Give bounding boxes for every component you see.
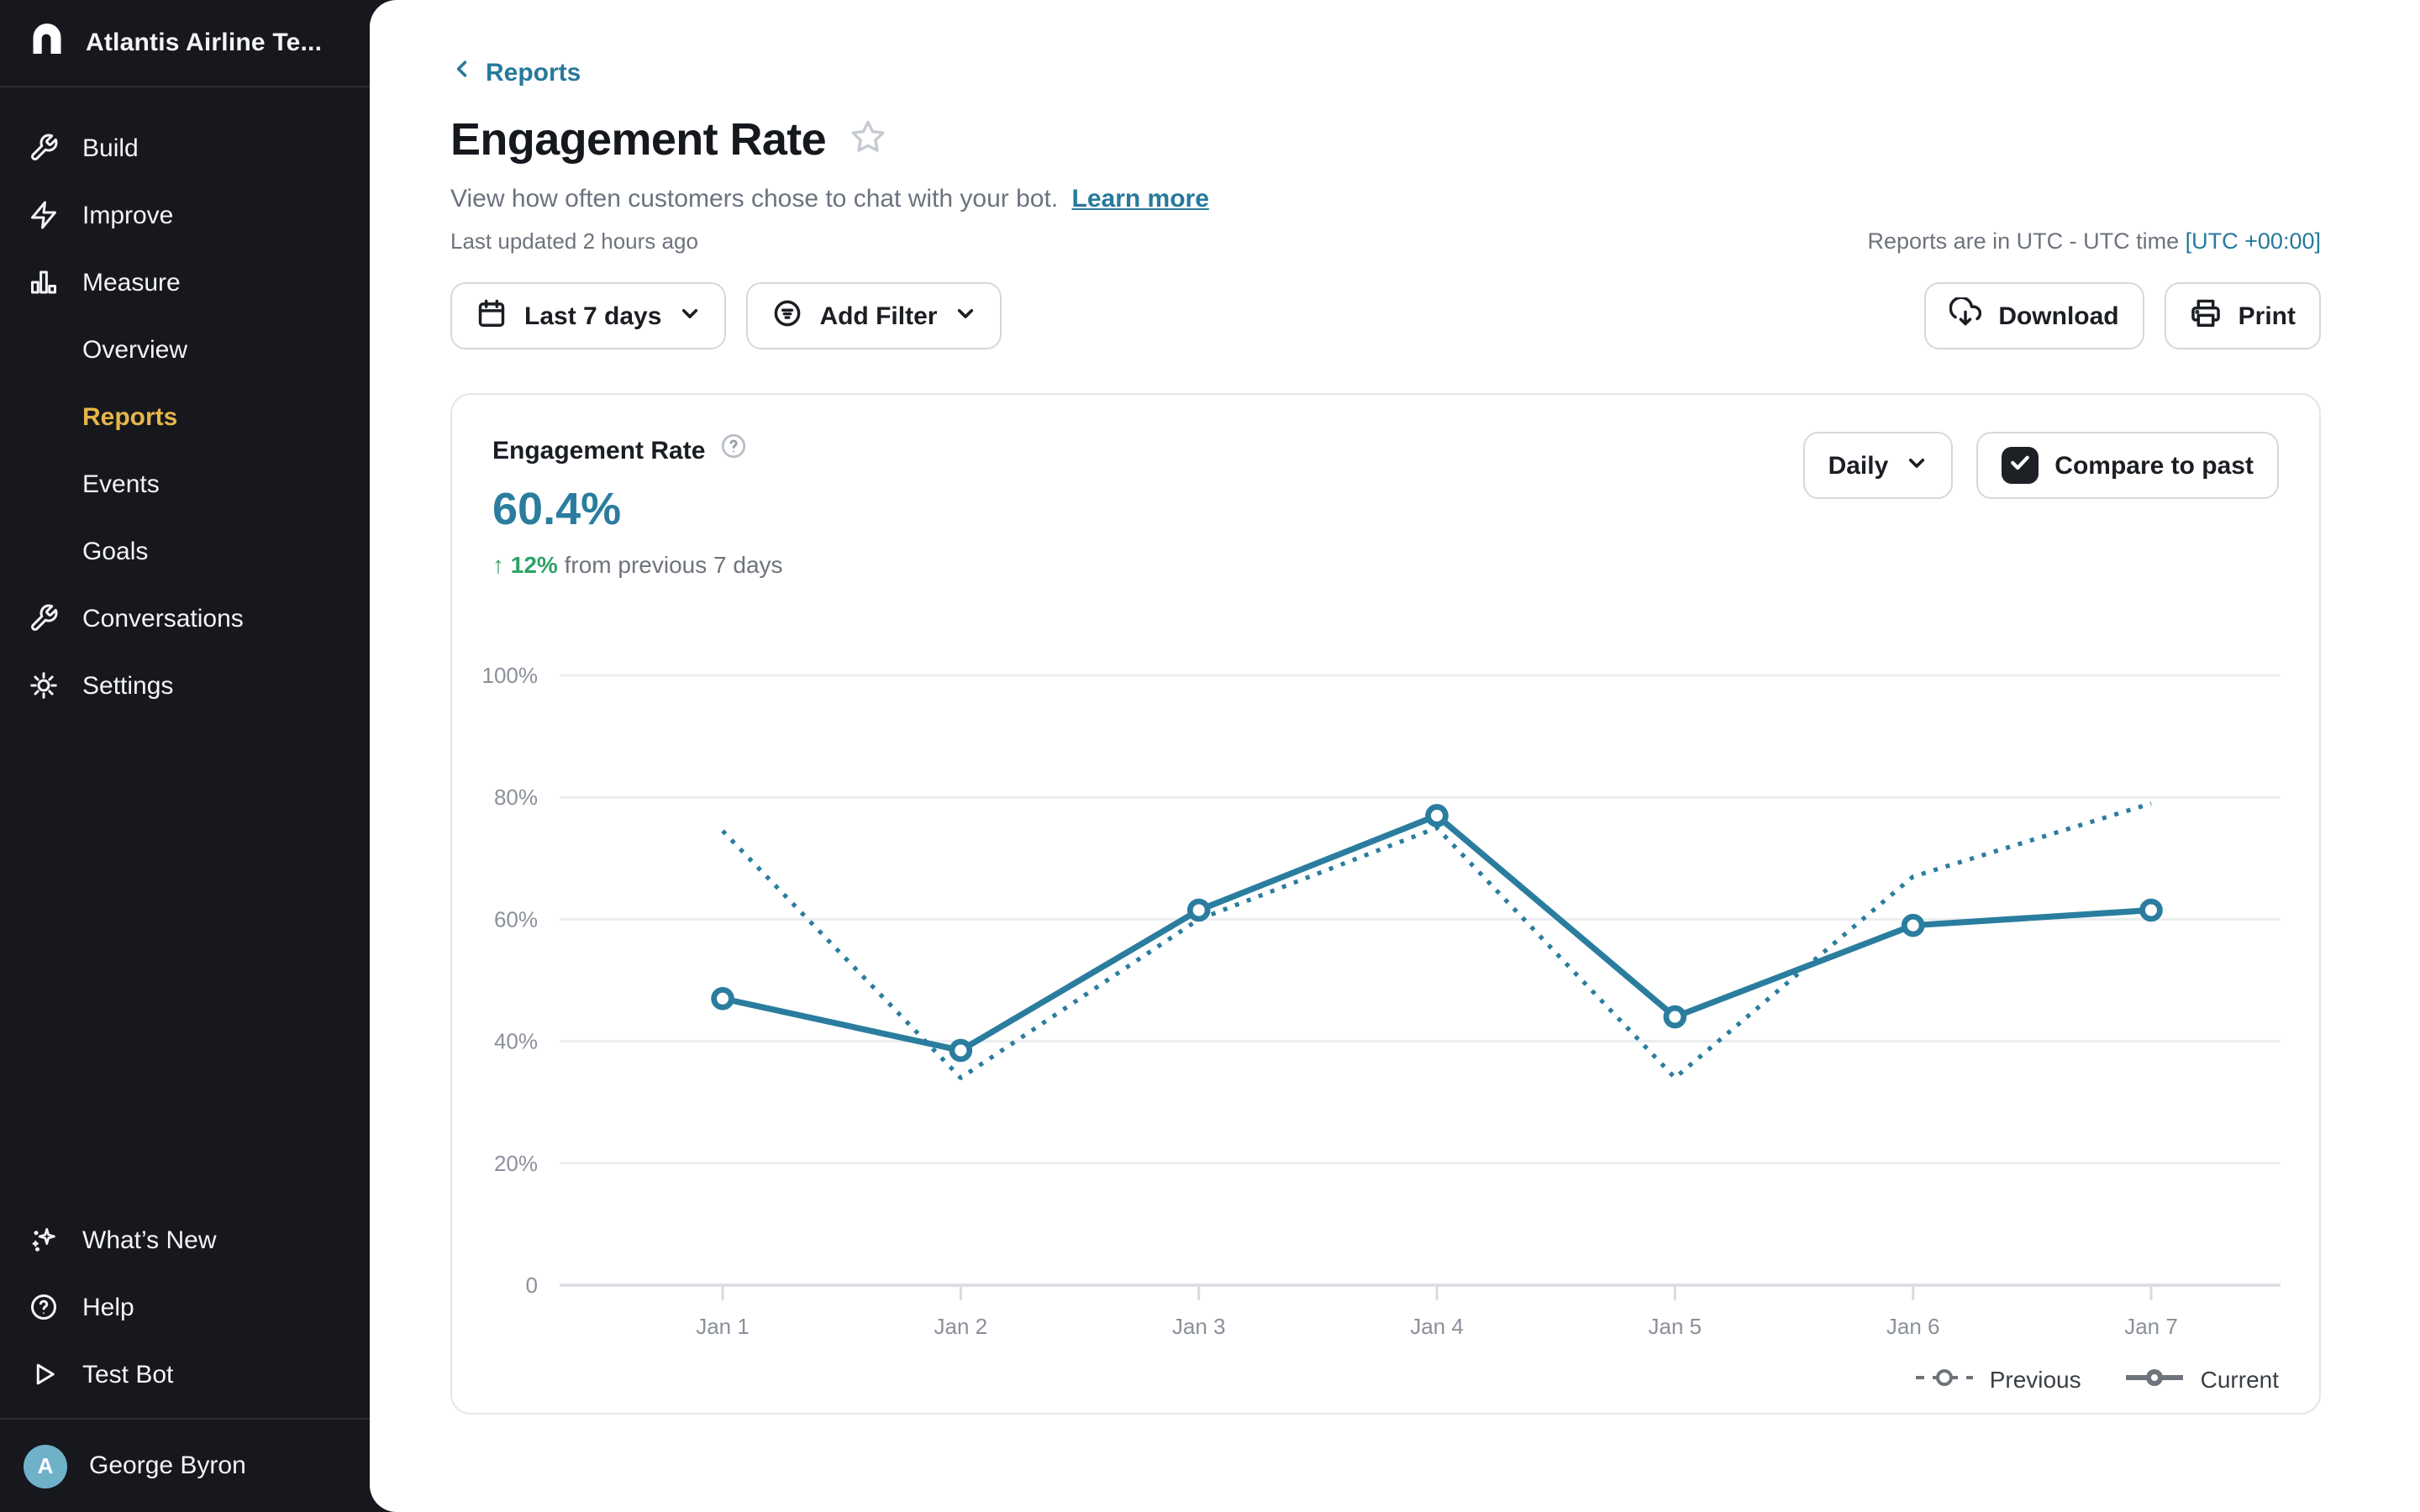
wrench-icon xyxy=(27,131,60,165)
svg-text:0: 0 xyxy=(526,1273,538,1298)
compare-checkbox[interactable] xyxy=(2001,447,2039,484)
sidebar-item-whats-new[interactable]: What’s New xyxy=(0,1206,370,1273)
sidebar-item-label: Conversations xyxy=(82,604,244,633)
favorite-star-icon[interactable] xyxy=(848,117,886,164)
chart-legend: Previous Current xyxy=(1914,1366,2279,1393)
page-title: Engagement Rate xyxy=(450,114,827,165)
add-filter-button[interactable]: Add Filter xyxy=(745,282,1002,349)
sidebar-item-test-bot[interactable]: Test Bot xyxy=(0,1341,370,1408)
sidebar-item-label: Settings xyxy=(82,671,174,700)
workspace-name: Atlantis Airline Te... xyxy=(86,29,323,57)
chevron-left-icon xyxy=(450,57,474,87)
back-to-reports-link[interactable]: Reports xyxy=(450,57,581,87)
sidebar-item-label: Reports xyxy=(82,402,178,431)
sidebar-item-label: Improve xyxy=(82,201,174,229)
sidebar-item-conversations[interactable]: Conversations xyxy=(0,585,370,652)
main-panel: Reports Engagement Rate View how often c… xyxy=(370,0,2420,1512)
solid-line-marker-icon xyxy=(2125,1366,2186,1393)
metric-delta: ↑ 12% from previous 7 days xyxy=(492,551,783,578)
user-menu[interactable]: A George Byron xyxy=(0,1418,370,1512)
compare-to-past-toggle[interactable]: Compare to past xyxy=(1975,432,2279,499)
engagement-chart: 100% 80% 60% 40% 20% 0 Jan 1 Jan 2 Jan 3 Jan 4 Jan… xyxy=(482,663,2281,1339)
chevron-down-icon xyxy=(1905,451,1927,480)
granularity-select[interactable]: Daily xyxy=(1802,432,1953,499)
help-circle-icon xyxy=(27,1290,60,1324)
svg-text:80%: 80% xyxy=(494,785,538,810)
cloud-download-icon xyxy=(1949,295,1982,335)
metric-value: 60.4% xyxy=(492,484,622,534)
chart-area[interactable]: 100% 80% 60% 40% 20% 0 Jan 1 Jan 2 Jan 3 Jan 4 Jan… xyxy=(452,630,2323,1352)
svg-text:Jan 5: Jan 5 xyxy=(1649,1314,1702,1339)
sidebar-item-label: Goals xyxy=(82,537,149,565)
sidebar-item-label: What’s New xyxy=(82,1226,217,1254)
svg-text:60%: 60% xyxy=(494,906,538,932)
sidebar-item-label: Measure xyxy=(82,268,181,297)
sidebar-item-label: Overview xyxy=(82,335,188,364)
engagement-rate-card: Engagement Rate 60.4% ↑ 12% from previou… xyxy=(450,393,2321,1415)
play-icon xyxy=(27,1357,60,1391)
sidebar-item-measure[interactable]: Measure xyxy=(0,249,370,316)
check-icon xyxy=(2007,450,2031,480)
sidebar-item-improve[interactable]: Improve xyxy=(0,181,370,249)
user-name: George Byron xyxy=(89,1452,246,1480)
sidebar-item-settings[interactable]: Settings xyxy=(0,652,370,719)
svg-text:Jan 6: Jan 6 xyxy=(1886,1314,1940,1339)
svg-text:Jan 7: Jan 7 xyxy=(2124,1314,2178,1339)
ada-logo-icon xyxy=(27,18,67,67)
sidebar-item-reports[interactable]: Reports xyxy=(0,383,370,450)
sidebar-item-label: Test Bot xyxy=(82,1360,174,1389)
svg-text:Jan 4: Jan 4 xyxy=(1410,1314,1464,1339)
svg-text:40%: 40% xyxy=(494,1029,538,1054)
filter-icon xyxy=(771,297,802,335)
sidebar: Atlantis Airline Te... Build Improve Mea… xyxy=(0,0,370,1512)
sidebar-item-help[interactable]: Help xyxy=(0,1273,370,1341)
timezone-note: Reports are in UTC - UTC time [UTC +00:0… xyxy=(1867,228,2321,254)
gear-icon xyxy=(27,669,60,702)
chevron-down-icon xyxy=(678,302,700,330)
bar-chart-icon xyxy=(27,265,60,299)
dashed-line-marker-icon xyxy=(1914,1366,1975,1393)
timezone-link[interactable]: [UTC +00:00] xyxy=(2185,228,2321,254)
sparkles-icon xyxy=(27,1223,60,1257)
legend-item-current[interactable]: Current xyxy=(2125,1366,2279,1393)
last-updated: Last updated 2 hours ago xyxy=(450,228,698,254)
legend-item-previous[interactable]: Previous xyxy=(1914,1366,2081,1393)
sidebar-item-events[interactable]: Events xyxy=(0,450,370,517)
calendar-icon xyxy=(476,297,508,335)
workspace-switcher[interactable]: Atlantis Airline Te... xyxy=(0,0,370,87)
conversations-icon xyxy=(27,601,60,635)
sidebar-item-label: Build xyxy=(82,134,139,162)
sidebar-item-goals[interactable]: Goals xyxy=(0,517,370,585)
metric-label: Engagement Rate xyxy=(492,436,706,465)
svg-text:20%: 20% xyxy=(494,1151,538,1176)
sidebar-item-label: Help xyxy=(82,1293,134,1321)
learn-more-link[interactable]: Learn more xyxy=(1071,185,1209,213)
print-button[interactable]: Print xyxy=(2164,282,2321,349)
svg-text:Jan 1: Jan 1 xyxy=(696,1314,750,1339)
avatar: A xyxy=(24,1444,67,1488)
page-description: View how often customers chose to chat w… xyxy=(450,185,1059,213)
sidebar-item-label: Events xyxy=(82,470,160,498)
lightning-icon xyxy=(27,198,60,232)
chevron-down-icon xyxy=(954,302,976,330)
date-range-button[interactable]: Last 7 days xyxy=(450,282,726,349)
arrow-up-icon: ↑ xyxy=(492,551,504,578)
sidebar-item-build[interactable]: Build xyxy=(0,114,370,181)
svg-text:Jan 2: Jan 2 xyxy=(934,1314,988,1339)
sidebar-item-overview[interactable]: Overview xyxy=(0,316,370,383)
help-tooltip-icon[interactable] xyxy=(718,432,747,469)
sidebar-nav: Build Improve Measure Overview Reports xyxy=(0,87,370,719)
svg-text:100%: 100% xyxy=(482,663,539,688)
svg-text:Jan 3: Jan 3 xyxy=(1172,1314,1226,1339)
sidebar-footer: What’s New Help Test Bot xyxy=(0,1206,370,1418)
download-button[interactable]: Download xyxy=(1924,282,2144,349)
printer-icon xyxy=(2190,297,2222,335)
